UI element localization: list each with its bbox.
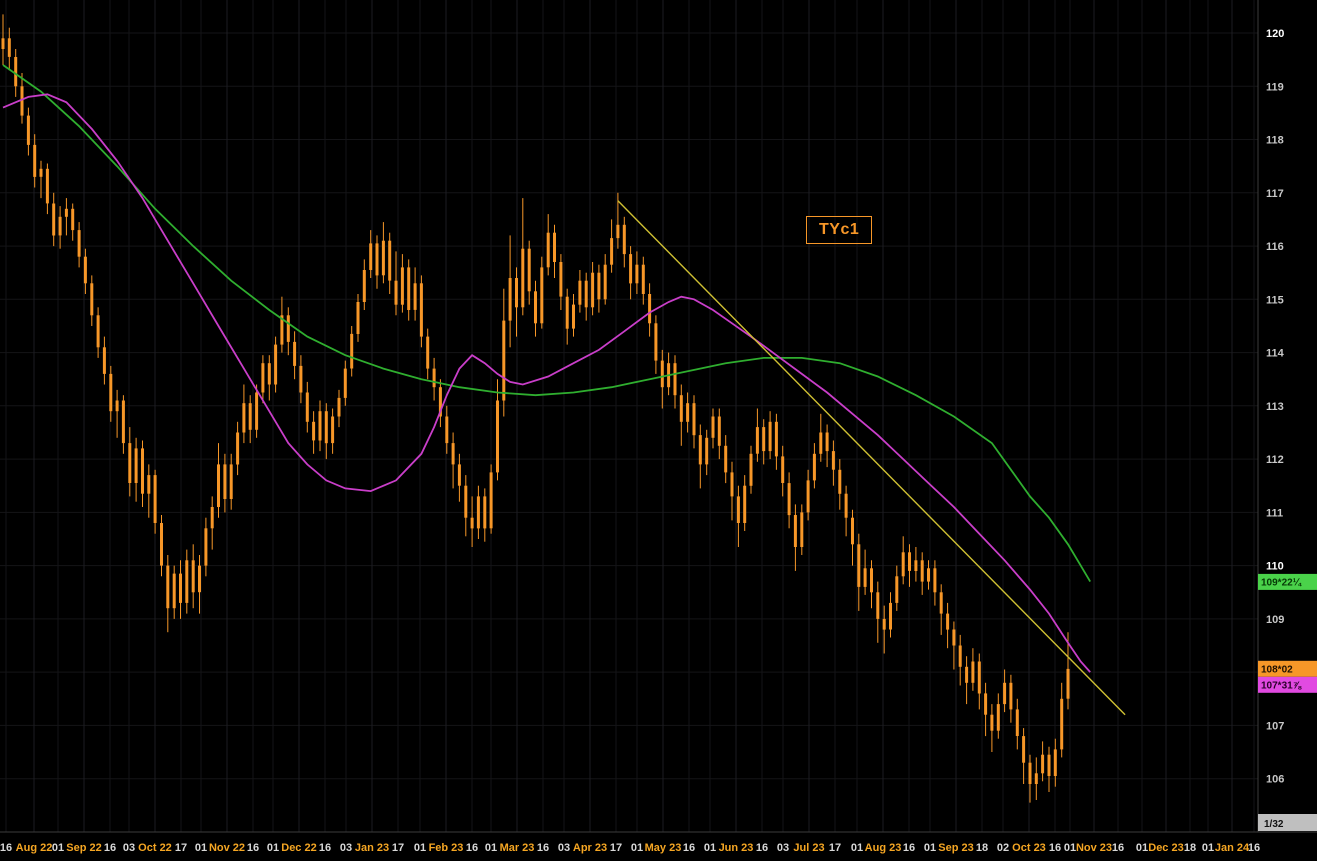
month-tick-label: Aug 23: [865, 842, 902, 854]
price-marker-label: 108*02: [1261, 664, 1293, 675]
day-tick-label: 01: [1136, 842, 1148, 854]
price-markers: 109*22¼ 108*02 107*31⅞ 1/32: [1258, 573, 1317, 831]
day-tick-label: 16: [903, 842, 915, 854]
month-tick-label: Oct 23: [1012, 842, 1046, 854]
month-tick-label: Jan 24: [1215, 842, 1250, 854]
day-tick-label: 16: [683, 842, 695, 854]
month-tick-label: May 23: [645, 842, 682, 854]
day-tick-label: 03: [340, 842, 352, 854]
day-tick-label: 01: [195, 842, 207, 854]
candlestick-series: [1, 14, 1070, 803]
price-tick-label: 110: [1266, 561, 1284, 573]
price-tick-label: 119: [1266, 81, 1284, 93]
month-tick-label: Oct 22: [138, 842, 172, 854]
day-tick-label: 17: [392, 842, 404, 854]
day-tick-label: 16: [1112, 842, 1124, 854]
price-tick-label: 117: [1266, 188, 1284, 200]
day-tick-label: 01: [924, 842, 936, 854]
day-tick-label: 17: [610, 842, 622, 854]
day-tick-label: 16: [1248, 842, 1260, 854]
price-tick-label: 120: [1266, 28, 1284, 40]
month-tick-label: Sep 22: [66, 842, 101, 854]
day-tick-label: 01: [851, 842, 863, 854]
day-tick-label: 02: [997, 842, 1009, 854]
price-tick-label: 114: [1266, 348, 1285, 360]
instrument-legend[interactable]: TYc1: [806, 216, 873, 244]
day-tick-label: 16: [104, 842, 116, 854]
unit-badge: 1/32: [1264, 819, 1284, 830]
ma-long-green: [2, 64, 1091, 583]
price-axis[interactable]: 120 119 118 117 116 115 114 113 112 111 110 109 107 1…: [1266, 28, 1285, 786]
trendline-yellow: [617, 200, 1126, 716]
price-tick-label: 113: [1266, 401, 1284, 413]
price-tick-label: 107: [1266, 720, 1284, 732]
day-tick-label: 16: [247, 842, 259, 854]
day-tick-label: 03: [777, 842, 789, 854]
day-tick-label: 01: [631, 842, 643, 854]
day-tick-label: 01: [485, 842, 497, 854]
ma-short-magenta: [2, 93, 1091, 673]
month-tick-label: Aug 22: [16, 842, 53, 854]
month-tick-label: Mar 23: [500, 842, 535, 854]
month-tick-label: Nov 23: [1076, 842, 1112, 854]
price-tick-label: 118: [1266, 135, 1284, 147]
month-tick-label: Apr 23: [573, 842, 607, 854]
time-axis[interactable]: 16 Aug 22 01 Sep 22 16 03 Oct 22 17 01 Nov 22 16 01…: [0, 842, 1260, 854]
price-tick-label: 115: [1266, 294, 1284, 306]
month-tick-label: Dec 23: [1148, 842, 1183, 854]
price-tick-label: 106: [1266, 774, 1284, 786]
day-tick-label: 17: [829, 842, 841, 854]
month-tick-label: Jan 23: [355, 842, 389, 854]
day-tick-label: 18: [1184, 842, 1196, 854]
day-tick-label: 01: [1202, 842, 1214, 854]
day-tick-label: 01: [52, 842, 64, 854]
day-tick-label: 16: [756, 842, 768, 854]
day-tick-label: 03: [123, 842, 135, 854]
day-tick-label: 16: [319, 842, 331, 854]
day-tick-label: 01: [267, 842, 279, 854]
grid: [0, 0, 1258, 832]
month-tick-label: Sep 23: [938, 842, 973, 854]
month-tick-label: Dec 22: [281, 842, 316, 854]
month-tick-label: Nov 22: [209, 842, 245, 854]
price-tick-label: 109: [1266, 614, 1284, 626]
day-tick-label: 17: [175, 842, 187, 854]
month-tick-label: Jun 23: [719, 842, 754, 854]
day-tick-label: 16: [537, 842, 549, 854]
price-tick-label: 112: [1266, 454, 1284, 466]
price-tick-label: 116: [1266, 241, 1284, 253]
month-tick-label: Feb 23: [429, 842, 464, 854]
day-tick-label: 16: [1049, 842, 1061, 854]
day-tick-label: 18: [976, 842, 988, 854]
day-tick-label: 01: [704, 842, 716, 854]
price-tick-label: 111: [1266, 507, 1283, 519]
price-marker-label: 109*22¼: [1261, 577, 1302, 588]
day-tick-label: 16: [466, 842, 478, 854]
day-tick-label: 01: [1064, 842, 1076, 854]
month-tick-label: Jul 23: [793, 842, 824, 854]
day-tick-label: 03: [558, 842, 570, 854]
day-tick-label: 16: [0, 842, 12, 854]
day-tick-label: 01: [414, 842, 426, 854]
price-marker-label: 107*31⅞: [1261, 680, 1302, 691]
